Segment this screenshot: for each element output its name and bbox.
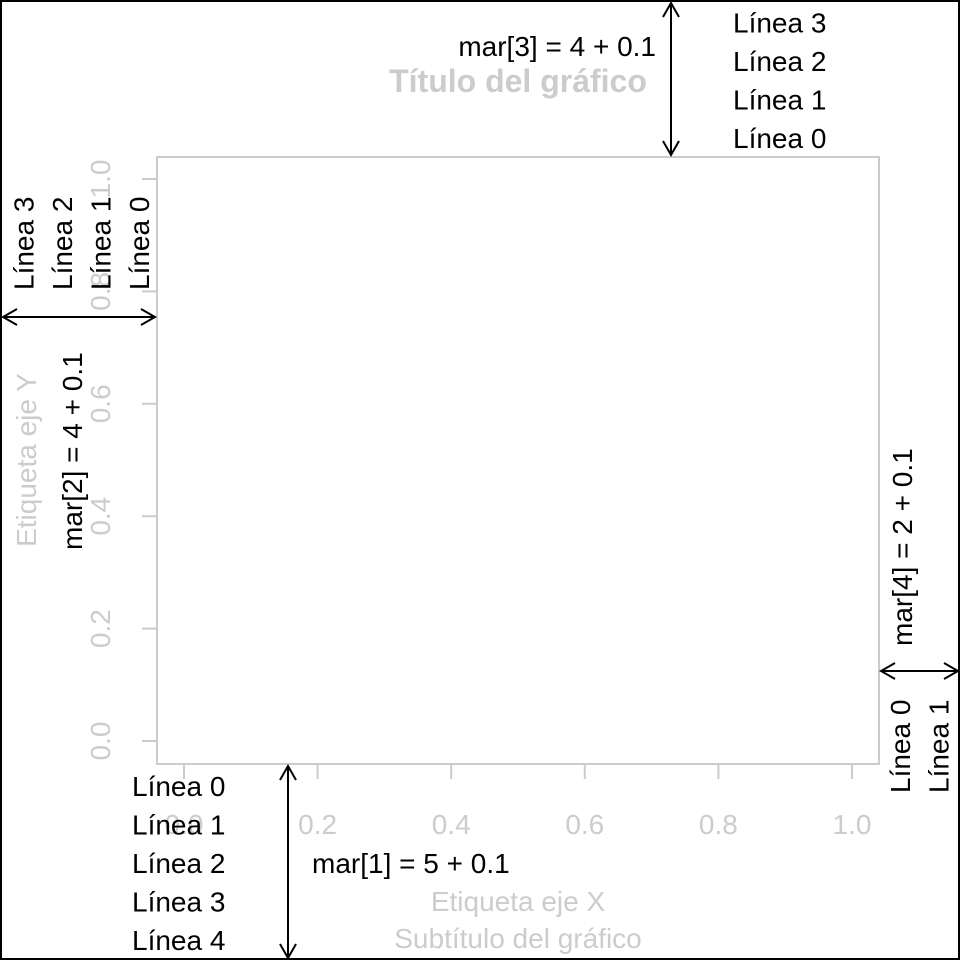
x-tick-label: 1.0: [833, 809, 872, 840]
left-margin-line-1: Línea 1: [86, 197, 117, 290]
x-tick-label: 0.8: [699, 809, 738, 840]
right-margin-line-0: Línea 0: [885, 700, 916, 793]
top-margin-line-3: Línea 3: [733, 8, 826, 39]
left-margin-line-2: Línea 2: [47, 197, 78, 290]
x-tick-label: 0.4: [432, 809, 471, 840]
bottom-margin-line-4: Línea 4: [132, 925, 225, 956]
y-axis-label: Etiqueta eje Y: [11, 373, 42, 547]
y-tick-label: 0.8: [85, 272, 116, 311]
mar-left-arrow: [0, 308, 158, 326]
right-margin-line-1: Línea 1: [924, 700, 955, 793]
x-axis-label: Etiqueta eje X: [431, 886, 606, 917]
plot-region-box: [156, 156, 880, 765]
bottom-margin-line-3: Línea 3: [132, 887, 225, 918]
left-margin-line-0: Línea 0: [124, 197, 155, 290]
mar-right-arrow: [878, 662, 960, 680]
y-tick-label: 0.0: [85, 722, 116, 761]
x-axis: 0.0 0.2 0.4 0.6 0.8 1.0: [165, 764, 872, 840]
mar-top-label: mar[3] = 4 + 0.1: [458, 31, 656, 62]
bottom-margin-line-1: Línea 1: [132, 810, 225, 841]
y-tick-label: 0.2: [85, 609, 116, 648]
y-tick-label: 1.0: [85, 160, 116, 199]
left-margin-line-3: Línea 3: [9, 197, 40, 290]
top-margin-line-0: Línea 0: [733, 123, 826, 154]
bottom-margin-line-0: Línea 0: [132, 771, 225, 802]
y-tick-label: 0.4: [85, 497, 116, 536]
y-axis: 0.0 0.2 0.4 0.6 0.8 1.0: [85, 160, 157, 761]
x-tick-label: 0.6: [565, 809, 604, 840]
chart-title: Título del gráfico: [389, 63, 647, 99]
mar-bottom-label: mar[1] = 5 + 0.1: [312, 848, 510, 879]
chart-subtitle: Subtítulo del gráfico: [394, 923, 642, 954]
top-margin-line-1: Línea 1: [733, 85, 826, 116]
x-tick-label: 0.0: [165, 809, 204, 840]
mar-top-arrow: [662, 0, 680, 158]
mar-bottom-arrow: [279, 763, 297, 960]
bottom-margin-line-2: Línea 2: [132, 848, 225, 879]
top-margin-line-2: Línea 2: [733, 46, 826, 77]
mar-right-label: mar[4] = 2 + 0.1: [887, 448, 918, 646]
mar-left-label: mar[2] = 4 + 0.1: [57, 352, 88, 550]
y-tick-label: 0.6: [85, 384, 116, 423]
x-tick-label: 0.2: [298, 809, 337, 840]
